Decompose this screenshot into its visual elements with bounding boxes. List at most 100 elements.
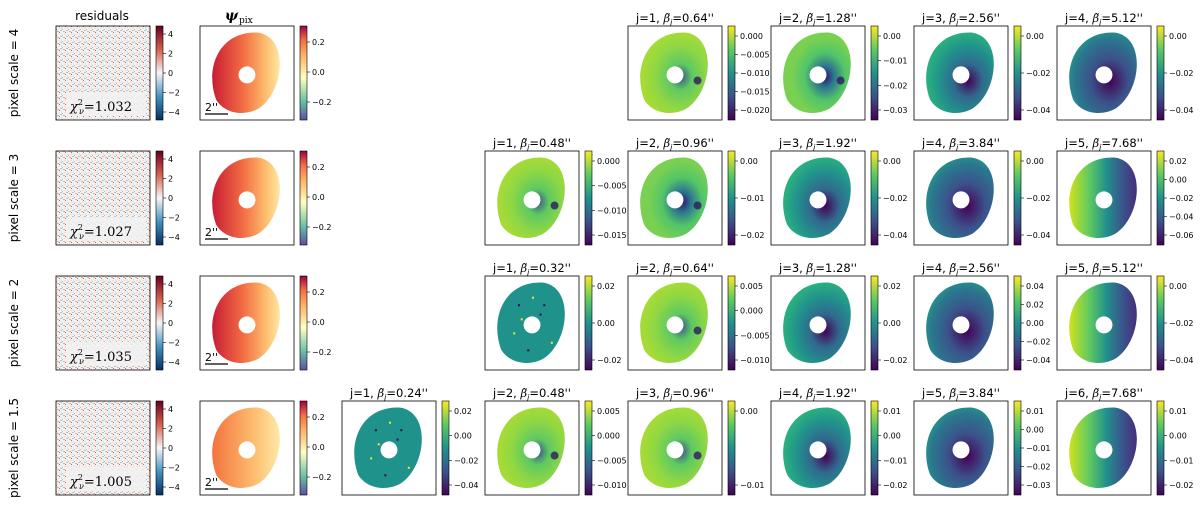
psi-colorbar xyxy=(299,150,308,246)
colorbar-tick-label: −2 xyxy=(168,339,180,348)
colorbar-tick-label: 0.2 xyxy=(312,38,325,47)
colorbar-tick-label: 4 xyxy=(168,30,173,39)
colorbar-tick-label: −0.04 xyxy=(1026,106,1051,115)
wavelet-colorbar xyxy=(1013,150,1022,246)
colorbar-tick-label: −0.06 xyxy=(1169,231,1194,240)
colorbar-tick-label: −2 xyxy=(168,214,180,223)
wavelet-colorbar xyxy=(584,400,593,496)
wavelet-panel-title: j=6, β̃j=7.68'' xyxy=(1064,386,1143,402)
colorbar-tick-label: −0.04 xyxy=(1169,106,1194,115)
scale-bar-label: 2'' xyxy=(205,476,218,489)
wavelet-colorbar xyxy=(1156,150,1165,246)
colorbar-tick-label: 0.00 xyxy=(454,432,472,441)
colorbar-tick-label: 2 xyxy=(168,425,173,434)
colorbar-tick-label: −0.01 xyxy=(740,481,765,490)
wavelet-map xyxy=(926,407,994,488)
colorbar-tick-label: 4 xyxy=(168,280,173,289)
colorbar-tick-label: −0.02 xyxy=(1169,69,1194,78)
colorbar-tick-label: 0.00 xyxy=(1026,157,1044,166)
colorbar-tick-label: −0.02 xyxy=(1169,481,1194,490)
wavelet-panel-title: j=4, β̃j=2.56'' xyxy=(921,261,1000,277)
wavelet-panel-title: j=4, β̃j=3.84'' xyxy=(921,136,1000,152)
colorbar-tick-label: −0.015 xyxy=(597,231,627,240)
coefficient-spot xyxy=(693,201,702,210)
colorbar-tick-label: 0.2 xyxy=(312,288,325,297)
psi-map xyxy=(212,157,280,238)
coefficient-spot xyxy=(693,326,702,335)
wavelet-panel: j=3, β̃j=1.28'' 0.02 0.00 −0.02 xyxy=(770,261,908,371)
colorbar-tick-label: 0.00 xyxy=(597,319,615,328)
wavelet-map xyxy=(497,282,565,363)
colorbar-tick-label: −0.020 xyxy=(740,106,770,115)
row-label: pixel scale = 3 xyxy=(7,154,21,242)
colorbar-tick-label: −0.02 xyxy=(883,481,908,490)
colorbar-tick-label: 0 xyxy=(168,69,173,78)
colorbar-tick-label: 0.00 xyxy=(1169,32,1187,41)
coefficient-dot xyxy=(389,421,391,424)
wavelet-panel: j=4, β̃j=2.56'' 0.04 0.02 0.00 −0.02 −0.04 xyxy=(913,261,1051,371)
chi-square-label: χ2 ν=1.005 xyxy=(69,473,132,491)
colorbar-tick-label: 0.000 xyxy=(740,32,763,41)
wavelet-colorbar xyxy=(441,400,450,496)
colorbar-tick-label: −0.02 xyxy=(883,356,908,365)
colorbar-tick-label: 0.00 xyxy=(1169,432,1187,441)
chi-square-label: χ2 ν=1.035 xyxy=(69,348,132,366)
row-label: pixel scale = 4 xyxy=(7,29,21,117)
coefficient-dot xyxy=(539,313,542,316)
psi-map xyxy=(212,407,280,488)
psi-header-subscript: pix xyxy=(239,16,253,26)
wavelet-map xyxy=(1069,407,1137,488)
wavelet-colorbar xyxy=(584,275,593,371)
wavelet-map xyxy=(926,32,994,113)
wavelet-panel: j=4, β̃j=5.12'' 0.00 −0.02 −0.04 xyxy=(1056,11,1194,121)
wavelet-panel: j=3, β̃j=0.96'' 0.00 −0.01 xyxy=(627,386,765,496)
colorbar-tick-label: 0.000 xyxy=(597,157,620,166)
wavelet-panel: j=3, β̃j=2.56'' 0.00 −0.02 −0.04 xyxy=(913,11,1051,121)
colorbar-tick-label: −0.02 xyxy=(883,194,908,203)
row-label: pixel scale = 1.5 xyxy=(7,398,21,498)
coefficient-dot xyxy=(384,474,387,477)
wavelet-panel-title: j=4, β̃j=1.92'' xyxy=(778,386,857,402)
psi-colorbar xyxy=(299,275,308,371)
residuals-colorbar xyxy=(155,400,164,496)
coefficient-dot xyxy=(550,341,553,344)
wavelet-colorbar xyxy=(584,150,593,246)
wavelet-map xyxy=(1069,32,1137,113)
chi-square-label: χ2 ν=1.027 xyxy=(69,223,132,241)
wavelet-panel: j=2, β̃j=0.96'' 0.00 −0.01 −0.02 xyxy=(627,136,765,246)
wavelet-map xyxy=(640,282,708,363)
wavelet-map xyxy=(640,32,708,113)
residuals-header: residuals xyxy=(75,9,129,23)
wavelet-panel: j=1, β̃j=0.32'' 0.02 0.00 −0.02 xyxy=(484,261,622,371)
wavelet-panel-title: j=3, β̃j=1.28'' xyxy=(778,261,857,277)
wavelet-panel-title: j=2, β̃j=1.28'' xyxy=(778,11,857,27)
colorbar-tick-label: −4 xyxy=(168,358,180,367)
wavelet-panel: j=4, β̃j=3.84'' 0.00 −0.02 −0.04 xyxy=(913,136,1051,246)
colorbar-tick-label: 0.00 xyxy=(883,32,901,41)
colorbar-tick-label: −0.03 xyxy=(883,106,908,115)
colorbar-tick-label: 0.02 xyxy=(883,282,901,291)
wavelet-panel: j=5, β̃j=3.84'' 0.01 0.00 −0.01 −0.02 −0.03 xyxy=(913,386,1051,496)
colorbar-tick-label: −0.005 xyxy=(740,331,770,340)
colorbar-tick-label: 0 xyxy=(168,319,173,328)
wavelet-panel: j=1, β̃j=0.24'' 0.02 0.00 −0.02 −0.04 xyxy=(341,386,479,496)
colorbar-tick-label: −0.02 xyxy=(1026,463,1051,472)
wavelet-map xyxy=(1069,157,1137,238)
wavelet-colorbar xyxy=(727,275,736,371)
wavelet-panel-title: j=3, β̃j=0.96'' xyxy=(635,386,714,402)
colorbar-tick-label: −0.02 xyxy=(1169,319,1194,328)
colorbar-tick-label: −0.04 xyxy=(1026,356,1051,365)
colorbar-tick-label: 0 xyxy=(168,444,173,453)
colorbar-tick-label: 0.00 xyxy=(1169,282,1187,291)
wavelet-colorbar xyxy=(1156,400,1165,496)
colorbar-tick-label: −0.010 xyxy=(740,69,770,78)
colorbar-tick-label: −0.005 xyxy=(597,182,627,191)
chi-backdrop xyxy=(66,92,146,116)
colorbar-tick-label: −0.2 xyxy=(312,348,331,357)
colorbar-tick-label: −0.005 xyxy=(597,456,627,465)
colorbar-tick-label: 2 xyxy=(168,300,173,309)
wavelet-panel-title: j=2, β̃j=0.96'' xyxy=(635,136,714,152)
wavelet-colorbar xyxy=(727,25,736,121)
colorbar-tick-label: 0.005 xyxy=(740,282,763,291)
